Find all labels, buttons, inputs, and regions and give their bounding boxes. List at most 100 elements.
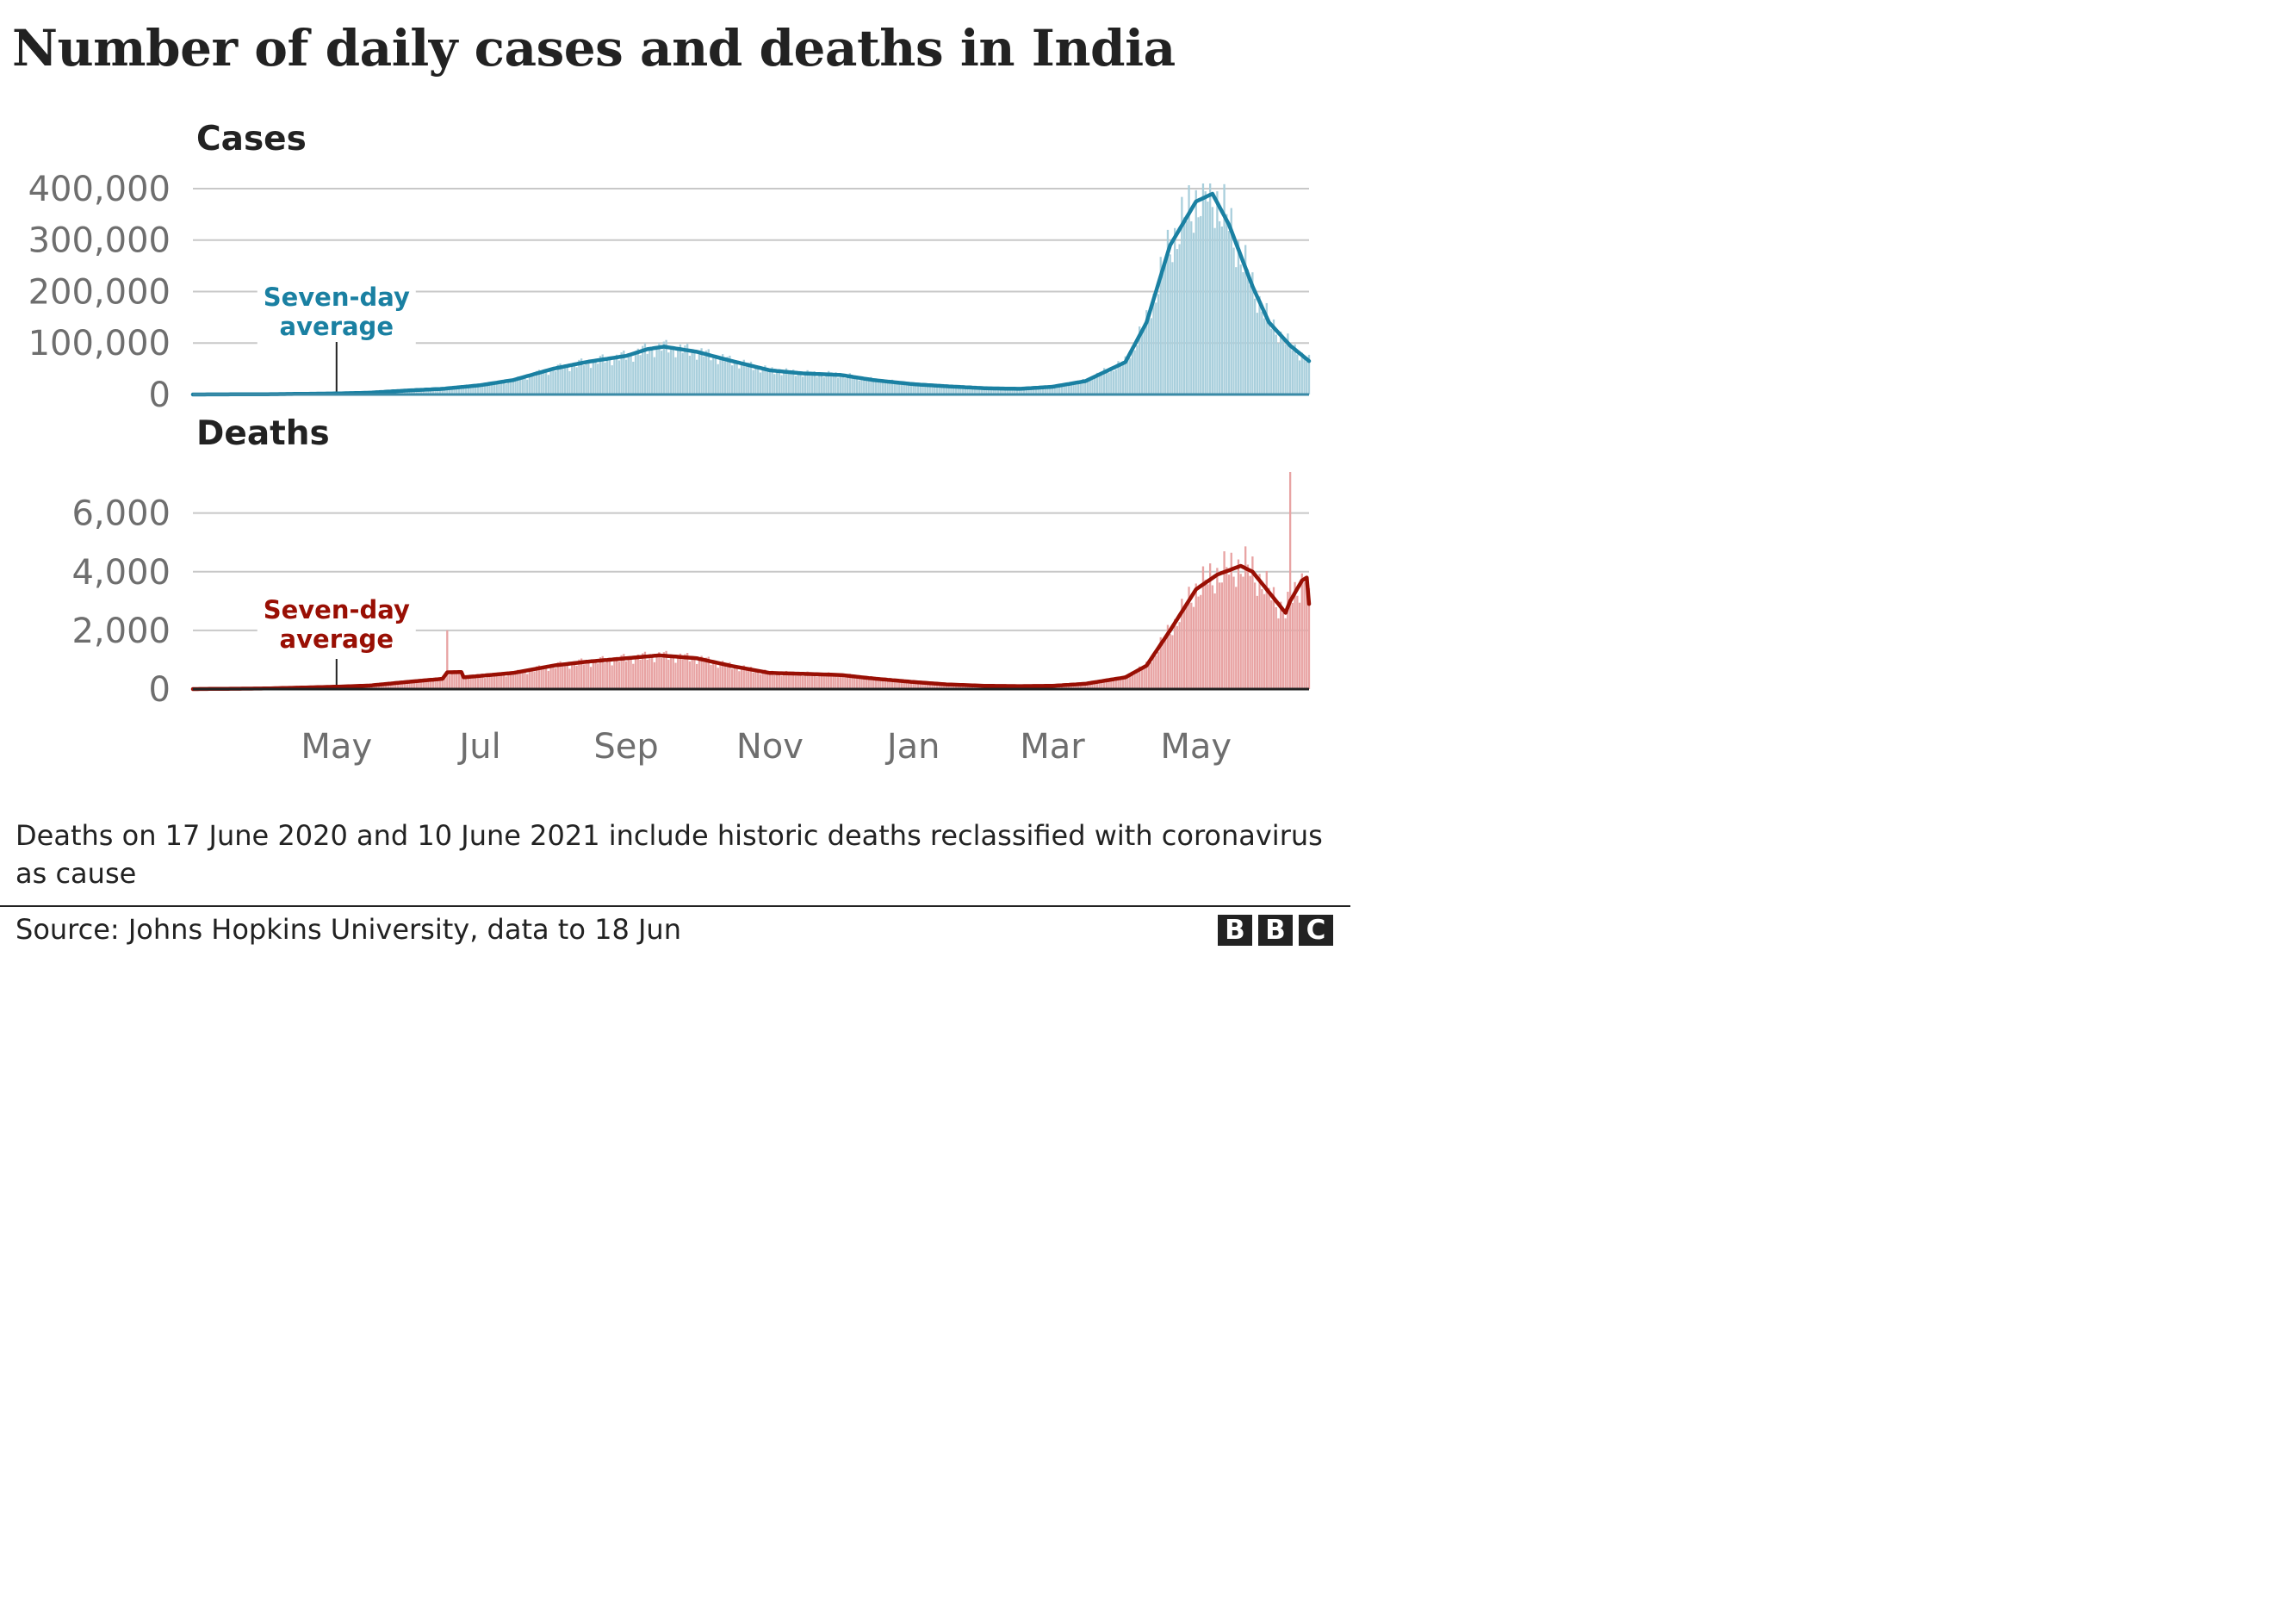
x-tick-label: Sep: [593, 727, 658, 767]
cases-bar: [1015, 388, 1019, 394]
deaths-bar: [693, 657, 696, 689]
deaths-bar: [406, 683, 408, 689]
deaths-bar: [1211, 585, 1214, 689]
cases-bar: [691, 351, 693, 394]
deaths-bar: [505, 676, 507, 689]
cases-bar: [587, 360, 590, 394]
cases-bar: [1044, 388, 1046, 394]
deaths-bar: [1178, 622, 1181, 689]
deaths-bar: [472, 674, 475, 689]
deaths-bar: [613, 659, 616, 689]
deaths-bar: [766, 673, 769, 689]
deaths-bar: [434, 680, 437, 689]
deaths-bar: [377, 685, 381, 689]
cases-bar: [806, 370, 809, 394]
cases-bar: [1039, 386, 1042, 394]
cases-bar: [684, 345, 686, 394]
deaths-bar: [580, 658, 583, 689]
x-tick-label: Nov: [736, 727, 804, 767]
cases-bar: [1126, 359, 1129, 394]
cases-bar: [973, 387, 976, 394]
cases-bar: [710, 360, 712, 394]
deaths-bar: [1162, 640, 1164, 689]
cases-bar: [957, 387, 959, 394]
deaths-bar: [437, 678, 439, 689]
deaths-bar: [947, 684, 950, 689]
cases-bar: [620, 352, 623, 394]
deaths-bar: [1091, 683, 1094, 689]
deaths-bar: [420, 681, 423, 689]
deaths-bar: [890, 678, 894, 689]
cases-bar: [722, 354, 724, 394]
cases-bar: [524, 376, 526, 394]
deaths-bar: [884, 679, 886, 689]
deaths-bar: [1280, 601, 1282, 689]
cases-bar: [1086, 381, 1089, 394]
deaths-bar: [846, 675, 849, 689]
deaths-bar: [533, 671, 536, 689]
cases-y-tick-label: 0: [149, 376, 171, 415]
deaths-bar: [684, 654, 686, 689]
deaths-bar: [957, 685, 959, 689]
deaths-bar: [1195, 583, 1197, 689]
cases-bar: [1006, 389, 1009, 394]
cases-bar: [844, 378, 847, 394]
cases-bar: [717, 363, 719, 394]
cases-seven-day-average-line: [190, 191, 1312, 397]
deaths-bar: [1145, 662, 1148, 689]
cases-bar: [1101, 373, 1103, 394]
deaths-bar: [1114, 680, 1117, 689]
logo-letter: B: [1218, 915, 1252, 946]
deaths-bar: [544, 666, 548, 689]
cases-bar: [733, 363, 736, 394]
cases-bar: [528, 375, 531, 394]
deaths-bar: [764, 669, 766, 689]
cases-bar: [1136, 345, 1139, 394]
deaths-bar: [655, 655, 658, 689]
deaths-bar: [700, 655, 703, 689]
cases-bar: [486, 383, 488, 394]
deaths-y-axis: 0 2,000 4,000 6,000: [71, 494, 171, 710]
cases-bar: [457, 386, 461, 394]
deaths-bar: [1287, 592, 1289, 689]
deaths-bar: [1140, 668, 1144, 689]
cases-bar: [773, 374, 776, 394]
cases-bar: [749, 361, 753, 394]
deaths-bar: [858, 679, 860, 689]
cases-bar: [1284, 344, 1287, 394]
deaths-bar: [1246, 564, 1250, 689]
cases-bar: [884, 380, 886, 394]
cases-bar: [922, 386, 924, 394]
cases-bar: [632, 361, 635, 394]
deaths-bar: [1256, 595, 1258, 689]
deaths-bar: [1169, 634, 1171, 689]
deaths-bar: [1124, 674, 1126, 689]
cases-bar: [794, 376, 797, 394]
cases-bar: [507, 381, 510, 394]
deaths-bar: [1227, 575, 1231, 689]
deaths-bar: [639, 659, 642, 689]
cases-bar: [943, 387, 946, 394]
cases-bar: [688, 355, 692, 394]
cases-bar: [829, 375, 833, 394]
cases-bar: [531, 374, 533, 394]
cases-bar: [498, 382, 500, 394]
deaths-bar: [627, 657, 630, 689]
deaths-bar: [710, 664, 712, 689]
cases-bar: [582, 365, 586, 394]
deaths-bar: [512, 674, 514, 689]
cases-bar: [1258, 295, 1261, 394]
deaths-bar: [886, 680, 889, 689]
deaths-bar: [797, 674, 799, 689]
deaths-bar: [636, 654, 639, 689]
deaths-bar: [971, 685, 974, 689]
deaths-bar: [601, 655, 604, 689]
deaths-bar: [1176, 625, 1179, 689]
deaths-bar: [1218, 582, 1221, 689]
cases-bar: [422, 389, 425, 394]
cases-bar: [950, 387, 953, 394]
cases-bar: [599, 356, 602, 394]
deaths-bar: [848, 674, 851, 689]
cases-bar: [1204, 191, 1207, 394]
deaths-bar: [726, 662, 729, 689]
